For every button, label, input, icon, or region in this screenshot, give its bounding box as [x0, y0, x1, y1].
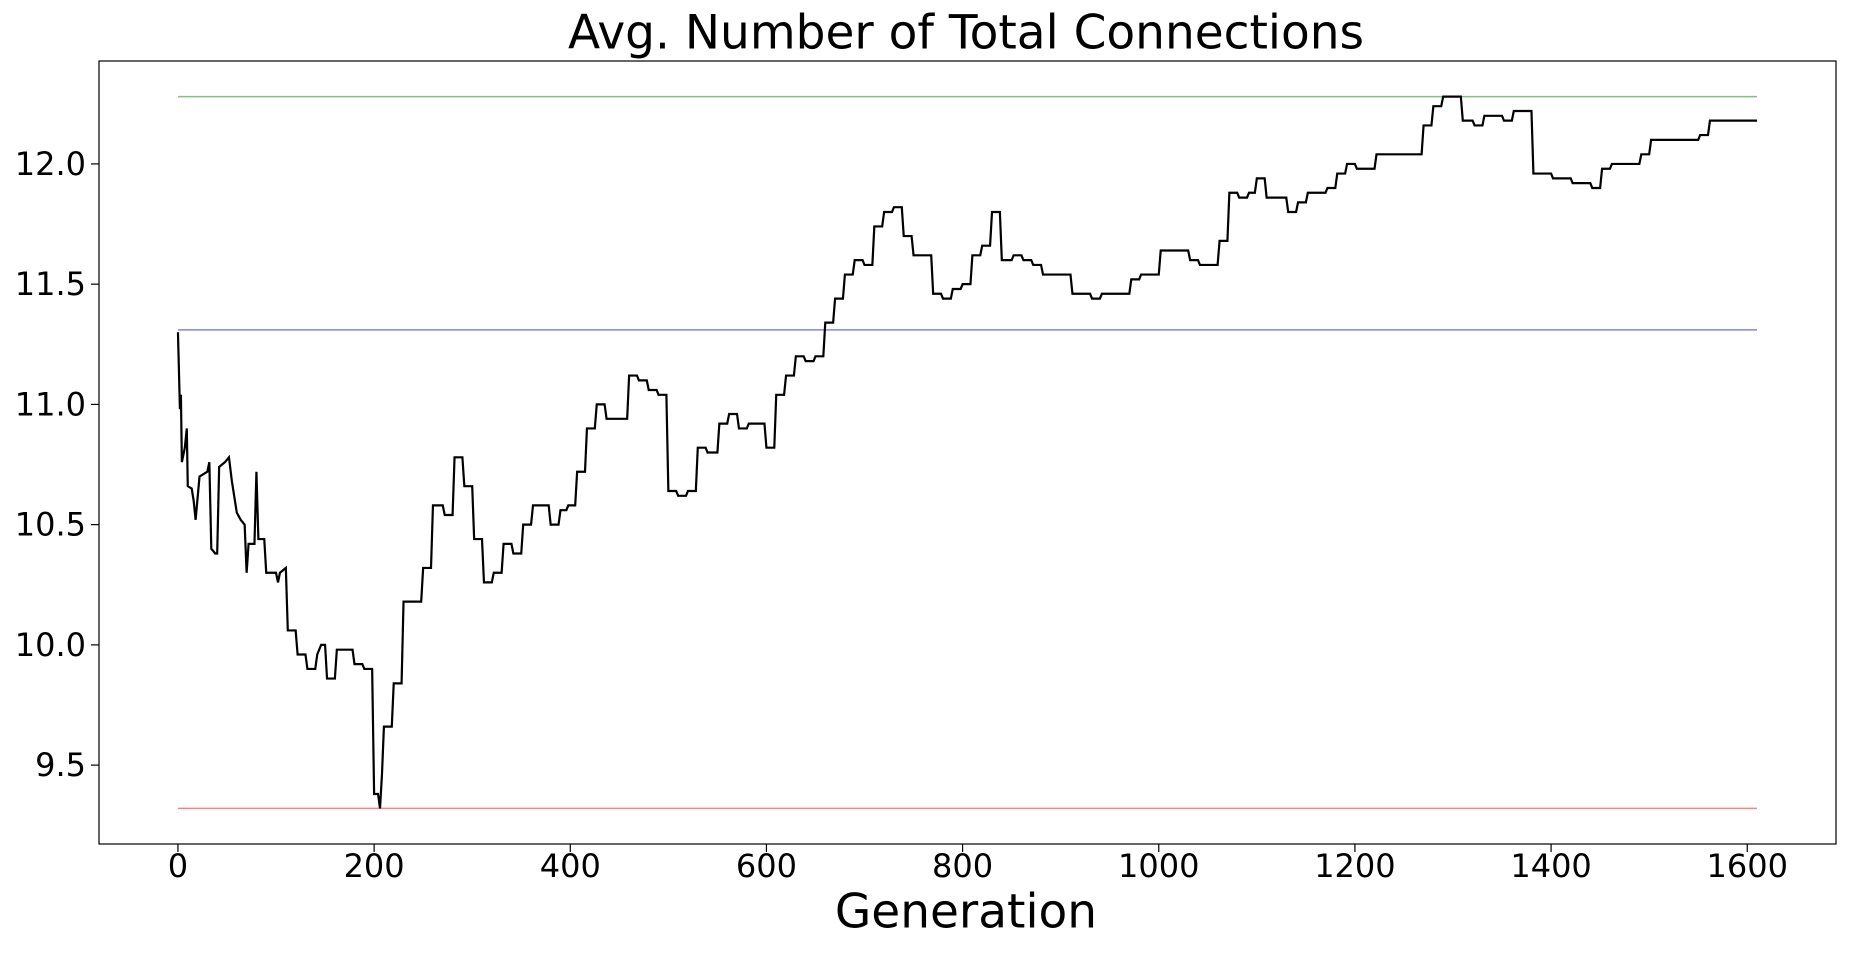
- y-tick-label: 11.0: [15, 385, 86, 423]
- x-tick-label: 1600: [1707, 847, 1788, 885]
- y-tick-label: 10.0: [15, 626, 86, 664]
- x-tick-label: 0: [168, 847, 188, 885]
- y-tick-label: 9.5: [35, 746, 86, 784]
- line-series: [176, 95, 1758, 809]
- x-tick-label: 600: [736, 847, 797, 885]
- x-axis-label: Generation: [835, 885, 1097, 940]
- y-tick-label: 11.5: [15, 265, 86, 303]
- x-tick-label: 800: [932, 847, 993, 885]
- chart-title: Avg. Number of Total Connections: [568, 6, 1364, 61]
- plot-frame: [98, 60, 1837, 845]
- x-tick-label: 1400: [1510, 847, 1591, 885]
- x-tick-label: 200: [344, 847, 405, 885]
- y-tick-label: 12.0: [15, 145, 86, 183]
- x-tick-label: 400: [540, 847, 601, 885]
- x-tick-label: 1200: [1314, 847, 1395, 885]
- y-tick-label: 10.5: [15, 506, 86, 544]
- x-tick-label: 1000: [1118, 847, 1199, 885]
